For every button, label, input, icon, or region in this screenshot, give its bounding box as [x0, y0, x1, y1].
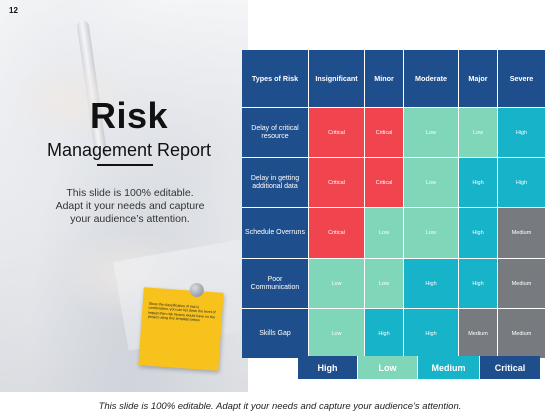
matrix-cell: Medium [498, 208, 545, 258]
matrix-cell: High [498, 108, 545, 157]
matrix-cell: High [404, 259, 458, 308]
matrix-cell: Low [404, 208, 458, 258]
slide-subtitle: Management Report [46, 140, 212, 160]
matrix-cell: Critical [309, 158, 364, 207]
matrix-cell: High [404, 309, 458, 358]
background-photo [0, 0, 257, 392]
intro-line: your audience’s attention. [70, 213, 190, 225]
column-header: Minor [365, 50, 403, 107]
column-header: Major [459, 50, 497, 107]
matrix-cell: Critical [365, 108, 403, 157]
row-label: Delay of critical resource [242, 108, 308, 157]
row-label: Schedule Overruns [242, 208, 308, 258]
matrix-cell: Critical [309, 208, 364, 258]
matrix-cell: Low [459, 108, 497, 157]
matrix-cell: Medium [498, 259, 545, 308]
row-label: Delay in getting additional data [242, 158, 308, 207]
legend-high: High [298, 356, 358, 379]
legend-medium: Medium [418, 356, 480, 379]
matrix-cell: Critical [365, 158, 403, 207]
matrix-cell: High [459, 158, 497, 207]
risk-matrix: Types of Risk Insignificant Minor Modera… [242, 50, 545, 358]
intro-text: This slide is 100% editable. Adapt it yo… [40, 187, 220, 226]
row-label: Poor Communication [242, 259, 308, 308]
intro-line: Adapt it your needs and capture [55, 200, 205, 212]
slide-title: Risk [89, 95, 169, 136]
matrix-cell: High [459, 259, 497, 308]
matrix-cell: Low [309, 259, 364, 308]
matrix-cell: High [365, 309, 403, 358]
column-header: Severe [498, 50, 545, 107]
legend-low: Low [358, 356, 418, 379]
column-header: Moderate [404, 50, 458, 107]
sticky-note-text: Show the classification of risk is combi… [147, 301, 216, 323]
matrix-cell: High [459, 208, 497, 258]
matrix-cell: Low [365, 259, 403, 308]
matrix-corner-header: Types of Risk [242, 50, 308, 107]
matrix-cell: Medium [498, 309, 545, 358]
sticky-note: Show the classification of risk is combi… [138, 282, 224, 371]
intro-line: This slide is 100% editable. [66, 187, 194, 199]
matrix-cell: Low [365, 208, 403, 258]
matrix-cell: Critical [309, 108, 364, 157]
risk-legend: High Low Medium Critical [298, 356, 540, 379]
footer-text: This slide is 100% editable. Adapt it yo… [98, 401, 462, 412]
column-header: Insignificant [309, 50, 364, 107]
row-label: Skills Gap [242, 309, 308, 358]
pushpin-icon [189, 282, 205, 298]
matrix-cell: High [498, 158, 545, 207]
matrix-cell: Low [404, 158, 458, 207]
page-number: 12 [9, 6, 18, 15]
hand-image [10, 60, 130, 140]
matrix-cell: Medium [459, 309, 497, 358]
matrix-cell: Low [404, 108, 458, 157]
legend-critical: Critical [480, 356, 540, 379]
title-underline [97, 164, 153, 166]
matrix-cell: Low [309, 309, 364, 358]
